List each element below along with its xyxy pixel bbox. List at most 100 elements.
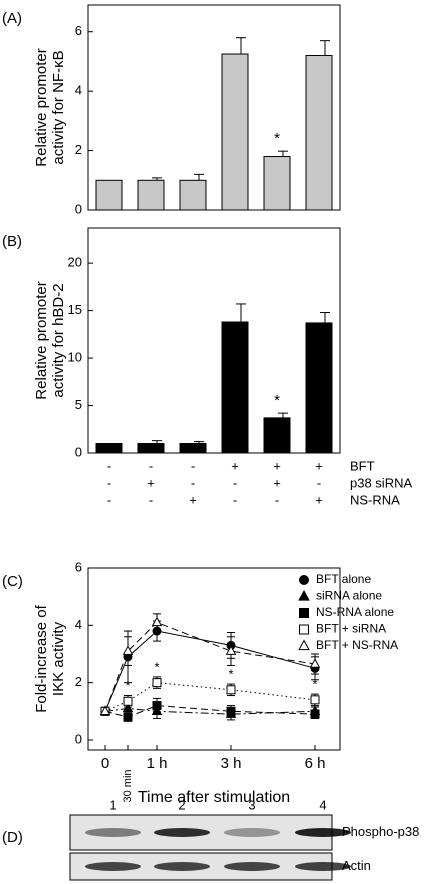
treatment-sign: + (147, 475, 155, 490)
bar (137, 179, 165, 211)
lane-label: 1 (109, 797, 116, 812)
y-tick-label: 0 (75, 444, 82, 459)
legend-label: siRNA alone (316, 589, 382, 603)
point (123, 696, 133, 706)
blot-band (85, 862, 141, 871)
treatment-name: NS-RNA (350, 492, 400, 507)
point (122, 645, 134, 655)
y-tick-label: 6 (75, 559, 82, 574)
treatment-sign: + (315, 458, 323, 473)
row-label: Actin (342, 858, 371, 873)
y-axis-label: IKK activity (50, 621, 67, 696)
error-bar (278, 412, 288, 418)
point (225, 645, 237, 655)
point (151, 616, 163, 627)
row-label: Phospho-p38 (342, 824, 419, 839)
error-bar (236, 303, 246, 322)
panel-label: (B) (2, 233, 22, 250)
series-line (104, 621, 316, 712)
x-tick-label: 3 h (221, 755, 242, 772)
x-tick-label: 6 h (305, 755, 326, 772)
point (299, 575, 309, 585)
x-tick-label: 0 (101, 755, 109, 772)
y-tick-label: 5 (75, 397, 82, 412)
blot-band (224, 828, 280, 837)
blot-band (85, 828, 141, 837)
blot-band (295, 828, 351, 837)
treatment-sign: - (233, 475, 237, 490)
significance-marker: * (312, 677, 317, 692)
y-tick-label: 2 (75, 674, 82, 689)
bar (179, 179, 207, 211)
x-tick-label: 30 min (122, 769, 134, 802)
legend-label: BFT alone (316, 572, 371, 586)
point (152, 678, 162, 688)
treatment-sign: - (107, 492, 111, 507)
point (309, 658, 321, 668)
plot-frame (87, 227, 341, 454)
series-line (104, 705, 316, 718)
treatment-sign: - (149, 492, 153, 507)
bar (263, 417, 291, 454)
bar (263, 156, 291, 211)
x-axis-label: Time after stimulation (138, 789, 290, 806)
point (298, 590, 310, 601)
significance-marker: * (125, 678, 130, 693)
bar (221, 53, 249, 211)
point (310, 695, 320, 705)
legend-label: NS-RNA alone (316, 605, 394, 619)
point (226, 706, 236, 716)
treatment-sign: + (273, 458, 281, 473)
bar (179, 443, 207, 454)
y-axis-label: activity for hBD-2 (50, 283, 67, 397)
error-bar (278, 150, 288, 157)
treatment-sign: + (189, 492, 197, 507)
x-tick-label: 1 h (147, 755, 168, 772)
y-axis-label: Fold-increase of (33, 604, 50, 712)
blot-band (295, 862, 351, 871)
y-tick-label: 6 (75, 23, 82, 38)
treatment-name: p38 siRNA (350, 475, 412, 490)
point (123, 712, 133, 722)
y-axis-label: Relative promoter (33, 281, 50, 399)
significance-marker: * (228, 667, 233, 682)
treatment-sign: - (317, 475, 321, 490)
panel-label: (A) (2, 10, 22, 27)
plot-frame (87, 4, 341, 211)
error-bar (236, 37, 246, 55)
treatment-sign: + (273, 475, 281, 490)
panel-label: (D) (2, 829, 23, 846)
error-bar (194, 173, 204, 181)
blot-band (154, 828, 210, 837)
legend-label: BFT + siRNA (316, 622, 386, 636)
treatment-sign: - (107, 458, 111, 473)
panel-label: (C) (2, 573, 23, 590)
point (226, 685, 236, 695)
point (299, 624, 309, 635)
y-tick-label: 20 (68, 255, 82, 270)
treatment-sign: - (191, 475, 195, 490)
error-bar (320, 40, 330, 56)
y-tick-label: 4 (75, 617, 82, 632)
y-tick-label: 2 (75, 142, 82, 157)
legend-label: BFT + NS-RNA (316, 638, 398, 652)
blot-band (154, 862, 210, 871)
treatment-sign: + (231, 458, 239, 473)
bar (95, 443, 123, 454)
significance-marker: * (274, 392, 280, 409)
y-tick-label: 0 (75, 731, 82, 746)
treatment-sign: - (107, 475, 111, 490)
bar (305, 55, 333, 211)
bar (95, 179, 123, 211)
treatment-sign: - (233, 492, 237, 507)
significance-marker: * (274, 130, 280, 147)
point (122, 702, 134, 713)
series-line (104, 682, 316, 712)
significance-marker: * (154, 659, 159, 674)
point (152, 701, 162, 711)
y-tick-label: 15 (68, 302, 82, 317)
lane-label: 4 (319, 797, 326, 812)
point (298, 639, 310, 651)
treatment-sign: - (275, 492, 279, 507)
error-bar (320, 311, 330, 323)
